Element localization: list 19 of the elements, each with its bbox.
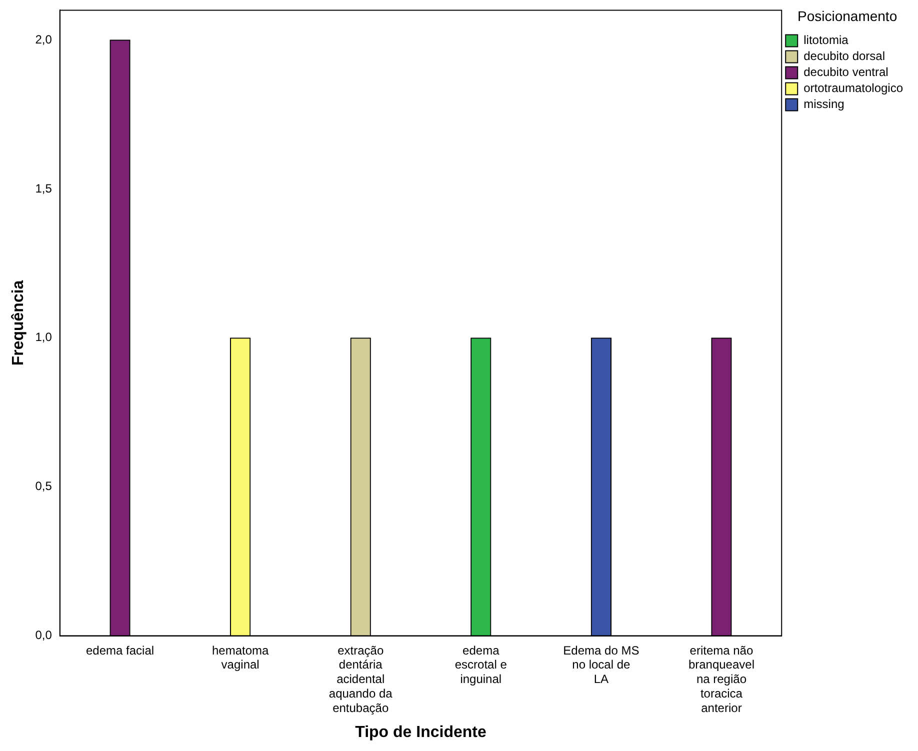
legend-title: Posicionamento [797,8,898,24]
x-tick-label: eritema não branqueavel na região toracica anterior [688,643,754,715]
x-tick-label: extração dentária acidental aquando da entubação [328,643,393,715]
y-tick-label: 2,0 [35,32,52,46]
legend-label: missing [804,97,844,112]
legend-label: litotomia [804,33,849,48]
y-tick-label: 1,0 [35,330,52,344]
x-tick-label: edema facial [86,643,154,658]
y-axis-title: Frequência [10,280,28,366]
legend-label: decubito dorsal [804,49,886,64]
x-axis-title: Tipo de Incidente [355,724,486,741]
x-tick-label: Edema do MS no local de LA [563,643,640,686]
y-tick-label: 1,5 [35,181,52,196]
legend-label: decubito ventral [804,65,888,80]
y-tick-label: 0,5 [35,479,52,494]
x-tick-label: hematoma vaginal [212,643,269,672]
y-tick-label: 0,0 [35,628,52,642]
x-tick-label: edema escrotal e inguinal [454,643,508,686]
legend-label: ortotraumatologico [804,81,904,96]
